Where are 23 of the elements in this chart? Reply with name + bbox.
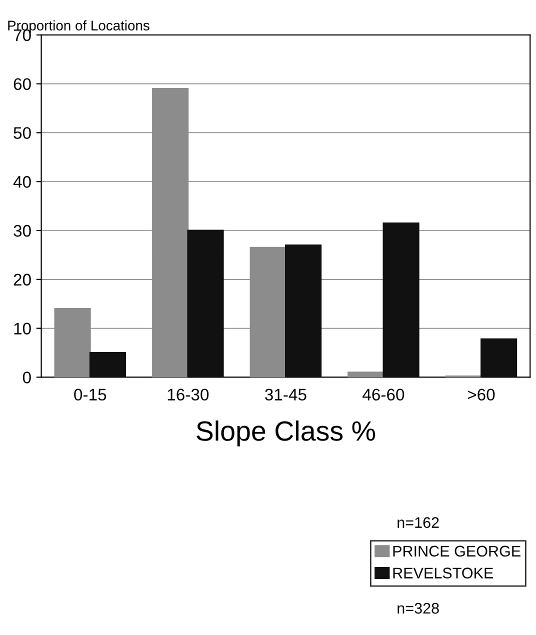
y-tick-label: 40 bbox=[13, 176, 31, 188]
bar bbox=[187, 230, 224, 378]
y-tick-label: 30 bbox=[14, 224, 31, 237]
x-tick-label: >60 bbox=[468, 388, 495, 401]
x-axis-title: Slope Class % bbox=[196, 420, 376, 446]
bar bbox=[348, 372, 384, 378]
y-tick-label: 50 bbox=[14, 127, 31, 139]
text: n=328 bbox=[398, 602, 439, 614]
y-tick-label: 0 bbox=[22, 372, 31, 384]
y-tick-label: 60 bbox=[14, 78, 31, 90]
x-tick-label: 46-60 bbox=[362, 388, 404, 401]
bar bbox=[284, 244, 322, 378]
x-tick-label: 31-45 bbox=[265, 388, 306, 401]
legend-label: PRINCE GEORGE bbox=[393, 546, 520, 557]
bar bbox=[480, 338, 518, 378]
x-tick-label: 0-15 bbox=[74, 388, 106, 401]
bar bbox=[89, 352, 126, 378]
y-tick-label: 10 bbox=[14, 322, 31, 334]
legend-label: REVELSTOKE bbox=[393, 568, 494, 578]
x-tick-label: 16-30 bbox=[168, 388, 209, 401]
text: n=162 bbox=[398, 517, 439, 528]
y-tick-label: 20 bbox=[14, 274, 31, 286]
bar bbox=[382, 222, 420, 378]
